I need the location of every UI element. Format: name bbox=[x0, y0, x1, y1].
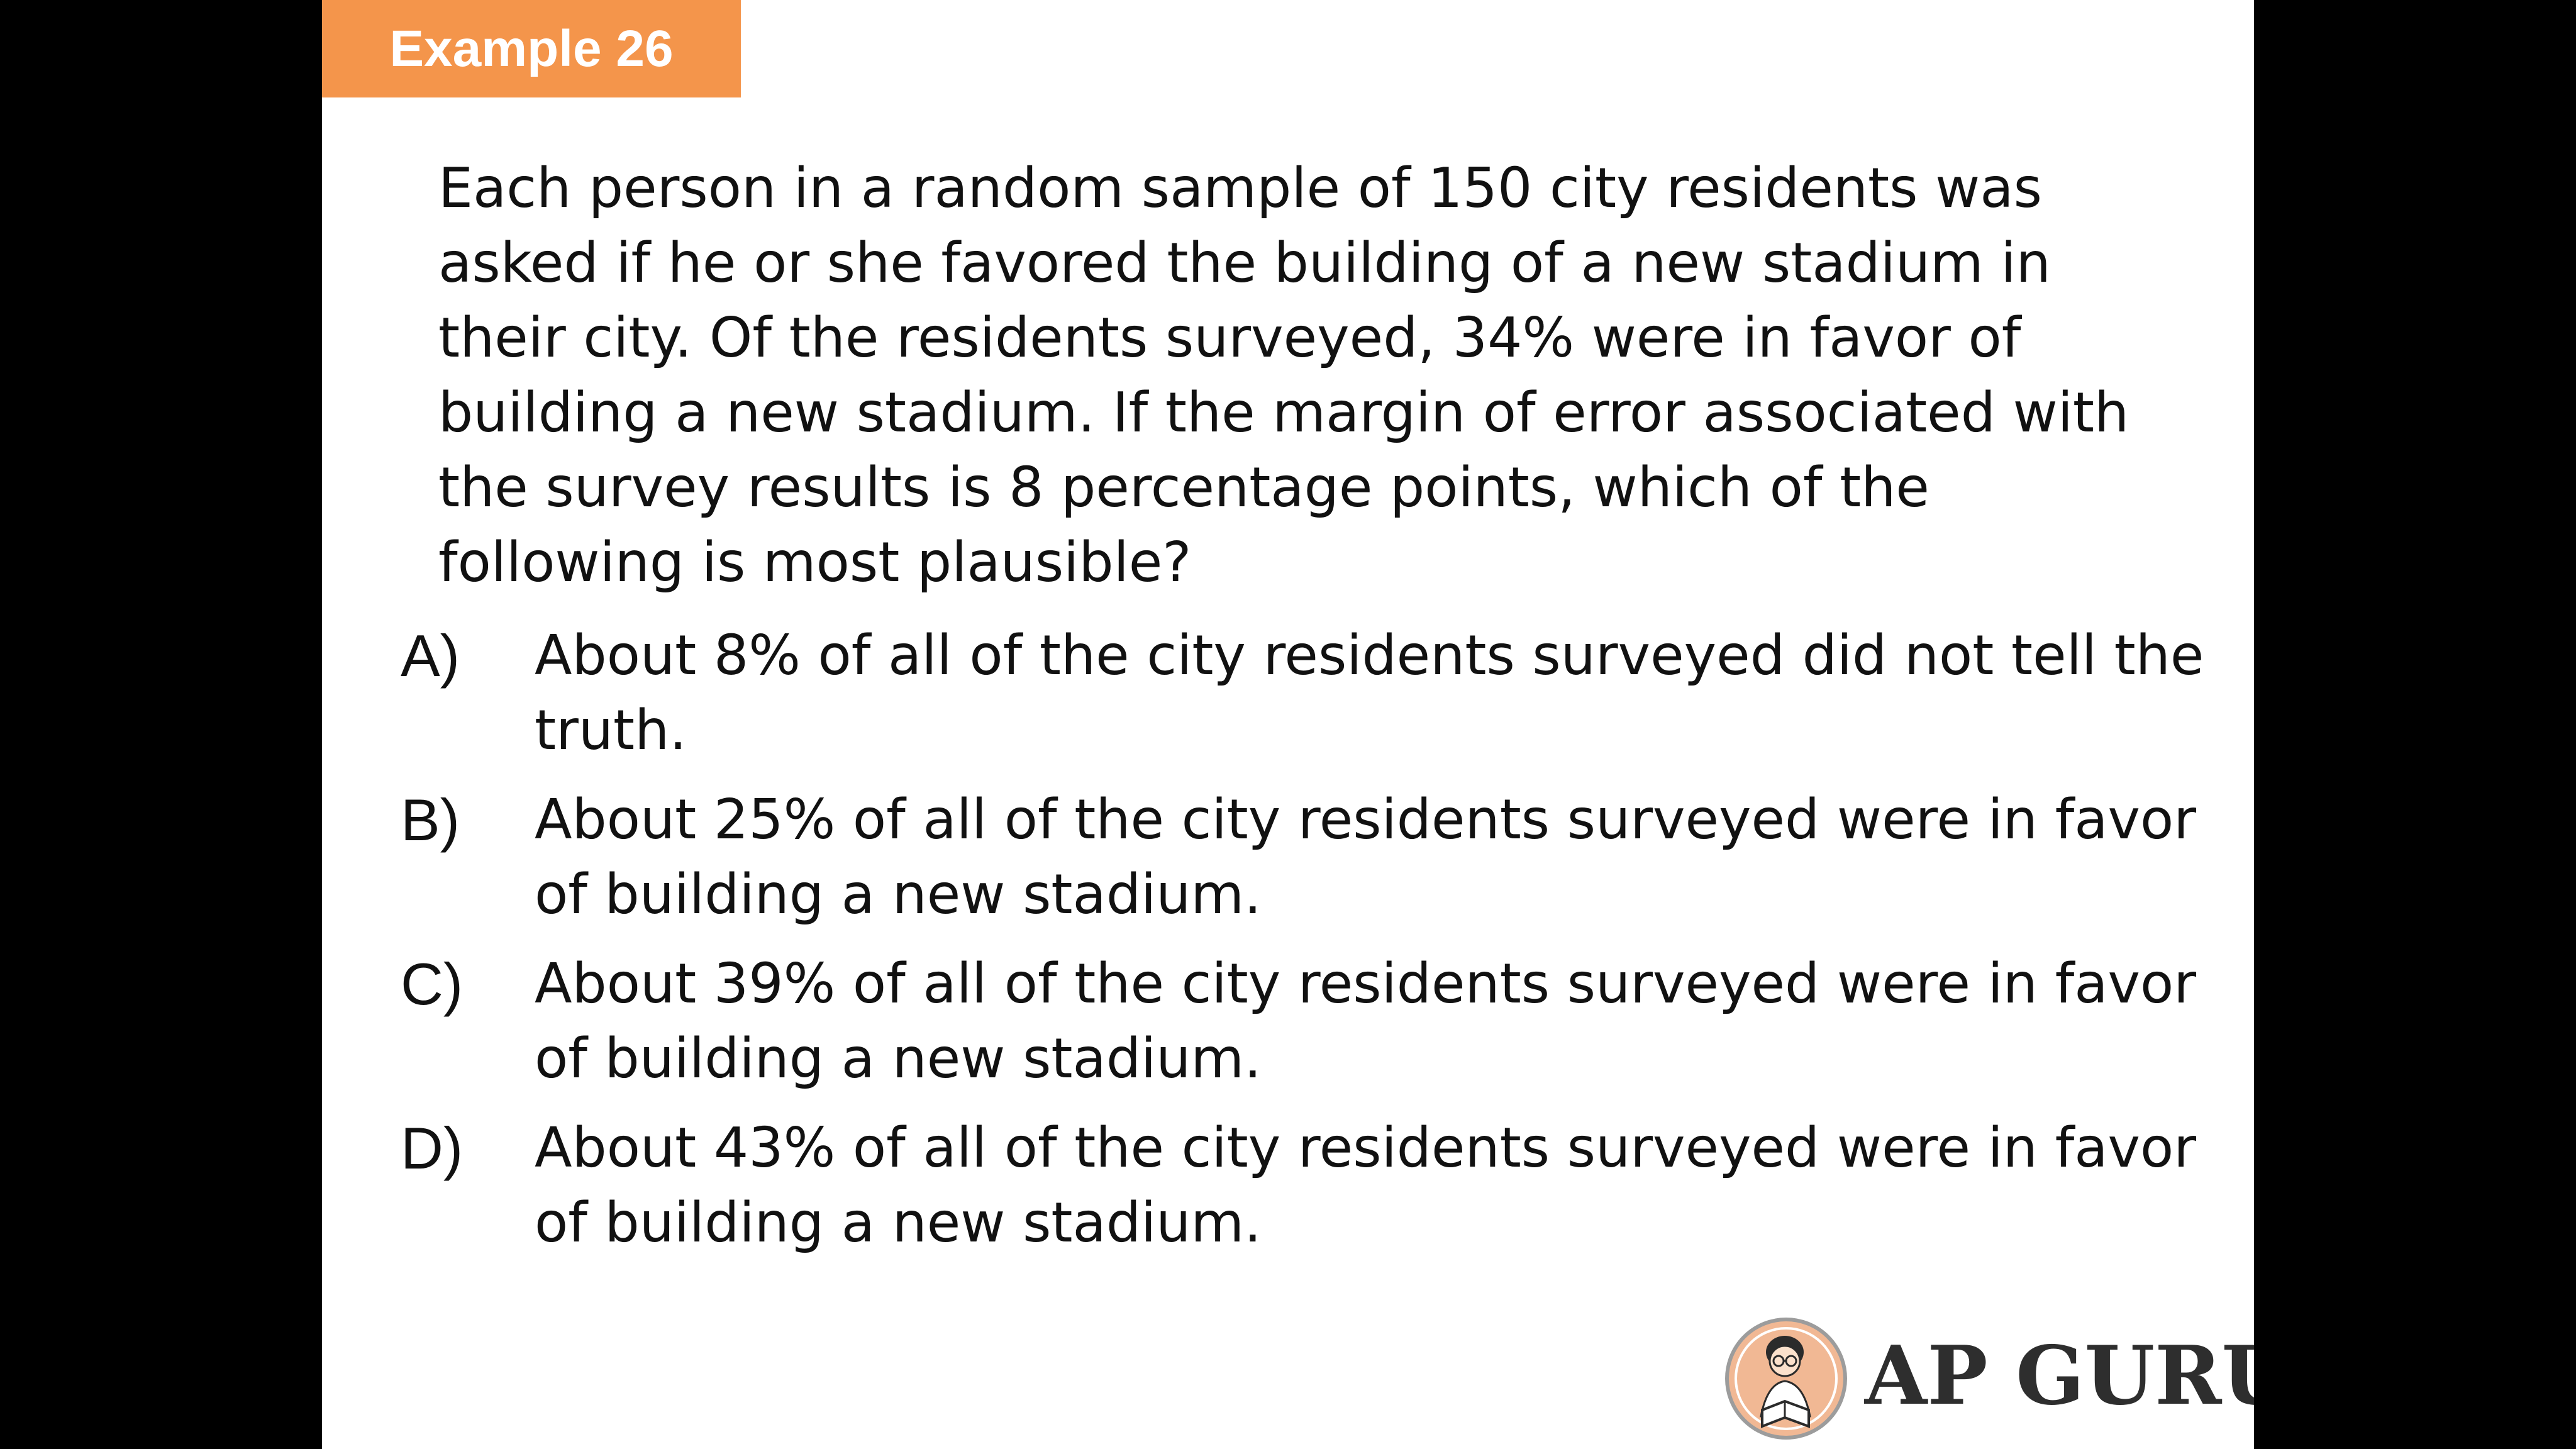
option-text: About 39% of all of the city residents s… bbox=[535, 952, 2197, 1091]
option-text: About 25% of all of the city residents s… bbox=[535, 787, 2197, 926]
ap-guru-logo: AP GURU bbox=[1723, 1313, 2254, 1449]
option-letter: D) bbox=[401, 1115, 464, 1181]
logo-text: AP GURU bbox=[1865, 1329, 2254, 1423]
example-badge: Example 26 bbox=[322, 0, 741, 97]
example-label: Example 26 bbox=[389, 19, 674, 77]
reading-student-icon bbox=[1725, 1318, 1847, 1440]
slide: Example 26 Each person in a random sampl… bbox=[322, 0, 2254, 1449]
option-text: About 43% of all of the city residents s… bbox=[535, 1116, 2197, 1255]
question-text: Each person in a random sample of 150 ci… bbox=[438, 156, 2129, 594]
option-text: About 8% of all of the city residents su… bbox=[535, 623, 2204, 762]
option-letter: A) bbox=[401, 623, 460, 689]
option-letter: B) bbox=[401, 787, 460, 853]
option-letter: C) bbox=[401, 951, 464, 1017]
